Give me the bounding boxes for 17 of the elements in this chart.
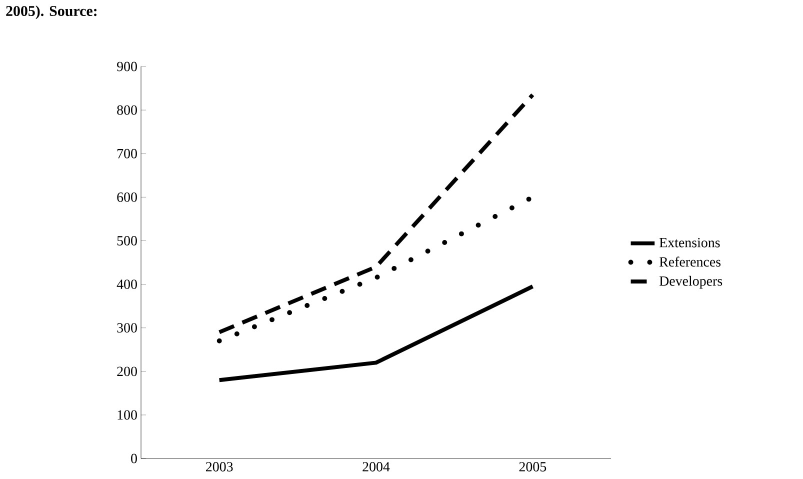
y-tick-label: 800 [117, 105, 137, 115]
legend-label: Developers [659, 276, 722, 289]
y-tick-label: 500 [117, 236, 137, 246]
y-tick-label: 300 [117, 323, 137, 333]
y-tick-label: 700 [117, 148, 137, 158]
y-tick-label: 600 [117, 192, 137, 202]
x-tick-label: 2004 [362, 462, 390, 472]
y-tick-label: 100 [118, 410, 137, 420]
y-tick-label: 900 [117, 62, 137, 72]
y-tick-label: 400 [116, 280, 137, 290]
y-tick-label: 0 [131, 454, 137, 464]
legend-label: Extensions [659, 238, 720, 248]
text: 2005). Source: [6, 6, 96, 20]
x-tick-label: 2005 [519, 462, 546, 472]
legend-label: References [659, 256, 721, 267]
y-tick-label: 200 [117, 366, 137, 376]
x-tick-label: 2003 [206, 462, 233, 472]
